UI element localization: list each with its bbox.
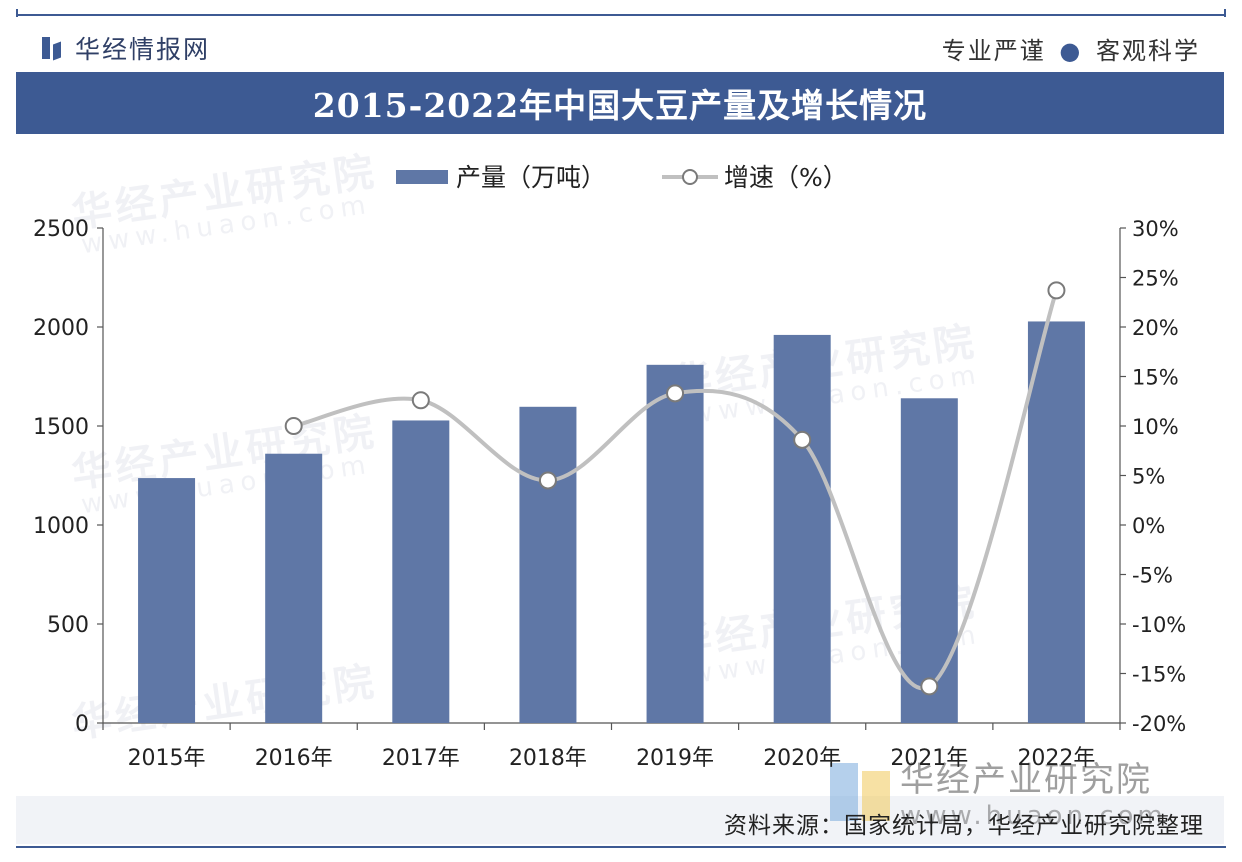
watermark-logo-icon (830, 762, 890, 821)
x-tick-label: 2020年 (763, 746, 841, 771)
legend-line-marker (682, 169, 698, 185)
x-tick-label: 2022年 (1017, 746, 1095, 771)
legend-line-label: 增速（%） (724, 163, 848, 192)
x-axis-labels: 2015年 2016年 2017年 2018年 2019年 2020年 2021年 2022年 (128, 746, 1096, 771)
slogan: 专业严谨 ● 客观科学 (942, 31, 1200, 66)
bar-2017年 (392, 420, 450, 723)
slogan-left: 专业严谨 (941, 37, 1046, 65)
bar-2021年 (900, 398, 958, 723)
y-right-tick-label: 15% (1132, 366, 1179, 390)
slogan-right: 客观科学 (1096, 37, 1200, 65)
watermark-logo-en: www.huaon.com (900, 801, 1167, 831)
bar-2022年 (1027, 321, 1085, 723)
watermark-logo-cn: 华经产业研究院 (900, 760, 1152, 800)
x-tick-label: 2015年 (128, 746, 206, 771)
top-frame-line (16, 14, 1226, 16)
legend: 产量（万吨） 增速（%） (396, 163, 848, 192)
y-left-tick-label: 1500 (33, 415, 89, 440)
x-tick-label: 2017年 (382, 746, 460, 771)
y-right-tick-label: 25% (1132, 267, 1179, 291)
watermark-logo: 华经产业研究院 www.huaon.com (830, 752, 1167, 831)
bar-2018年 (519, 406, 577, 723)
y-right-tick-label: -15% (1132, 663, 1186, 687)
bar-2015年 (138, 478, 196, 723)
header: 华经情报网 专业严谨 ● 客观科学 (16, 22, 1226, 66)
legend-bar-swatch (396, 170, 448, 184)
y-right-tick-label: 10% (1132, 415, 1179, 439)
bars (138, 321, 1085, 723)
title-band: 2015-2022年中国大豆产量及增长情况 (16, 72, 1224, 134)
y-left-tick-label: 2000 (33, 316, 89, 341)
growth-point-2022年 (1047, 281, 1066, 300)
growth-point-2018年 (538, 471, 557, 490)
x-tick-label: 2021年 (890, 746, 968, 771)
chart-title: 2015-2022年中国大豆产量及增长情况 (312, 86, 928, 125)
growth-point-2021年 (920, 677, 939, 696)
footer-band (16, 796, 1224, 844)
y-left-tick-label: 0 (75, 712, 89, 737)
y-left-tick-label: 1000 (33, 514, 89, 539)
growth-point-2017年 (411, 391, 430, 410)
source-note: 资料来源：国家统计局，华经产业研究院整理 (724, 813, 1204, 839)
frame-tick-left (16, 9, 18, 17)
y-right-tick-label: 0% (1132, 514, 1165, 538)
bar-2016年 (265, 453, 323, 723)
axes: 0 500 1000 1500 2000 2500 -20% -15% -10% -5% 0% 5% 1… (33, 217, 1186, 737)
y-right-tick-label: 30% (1132, 217, 1179, 241)
y-right-tick-label: 5% (1132, 465, 1165, 489)
growth-point-2019年 (666, 384, 685, 403)
y-right-tick-label: -10% (1132, 613, 1186, 637)
bar-2020年 (773, 334, 831, 723)
frame-tick-right (1224, 9, 1226, 17)
slogan-dot-icon: ● (1059, 37, 1083, 65)
growth-line (284, 281, 1066, 696)
y-right-tick-label: -20% (1132, 712, 1186, 736)
bar-2019年 (646, 364, 704, 723)
legend-bar-label: 产量（万吨） (456, 163, 606, 192)
y-right-tick-label: 20% (1132, 316, 1179, 340)
y-left-tick-label: 2500 (33, 217, 89, 242)
brand-name: 华经情报网 (75, 35, 211, 64)
growth-line-path (293, 289, 1059, 691)
brand-logo: 华经情报网 (42, 30, 210, 66)
y-left-tick-label: 500 (47, 613, 89, 638)
y-right-tick-label: -5% (1132, 564, 1173, 588)
brand-logo-icon (42, 37, 61, 61)
growth-point-2020年 (793, 430, 812, 449)
x-tick-label: 2019年 (636, 746, 714, 771)
bottom-frame-line (16, 846, 1226, 848)
x-tick-label: 2016年 (255, 746, 333, 771)
growth-point-2016年 (284, 417, 303, 435)
x-tick-label: 2018年 (509, 746, 587, 771)
